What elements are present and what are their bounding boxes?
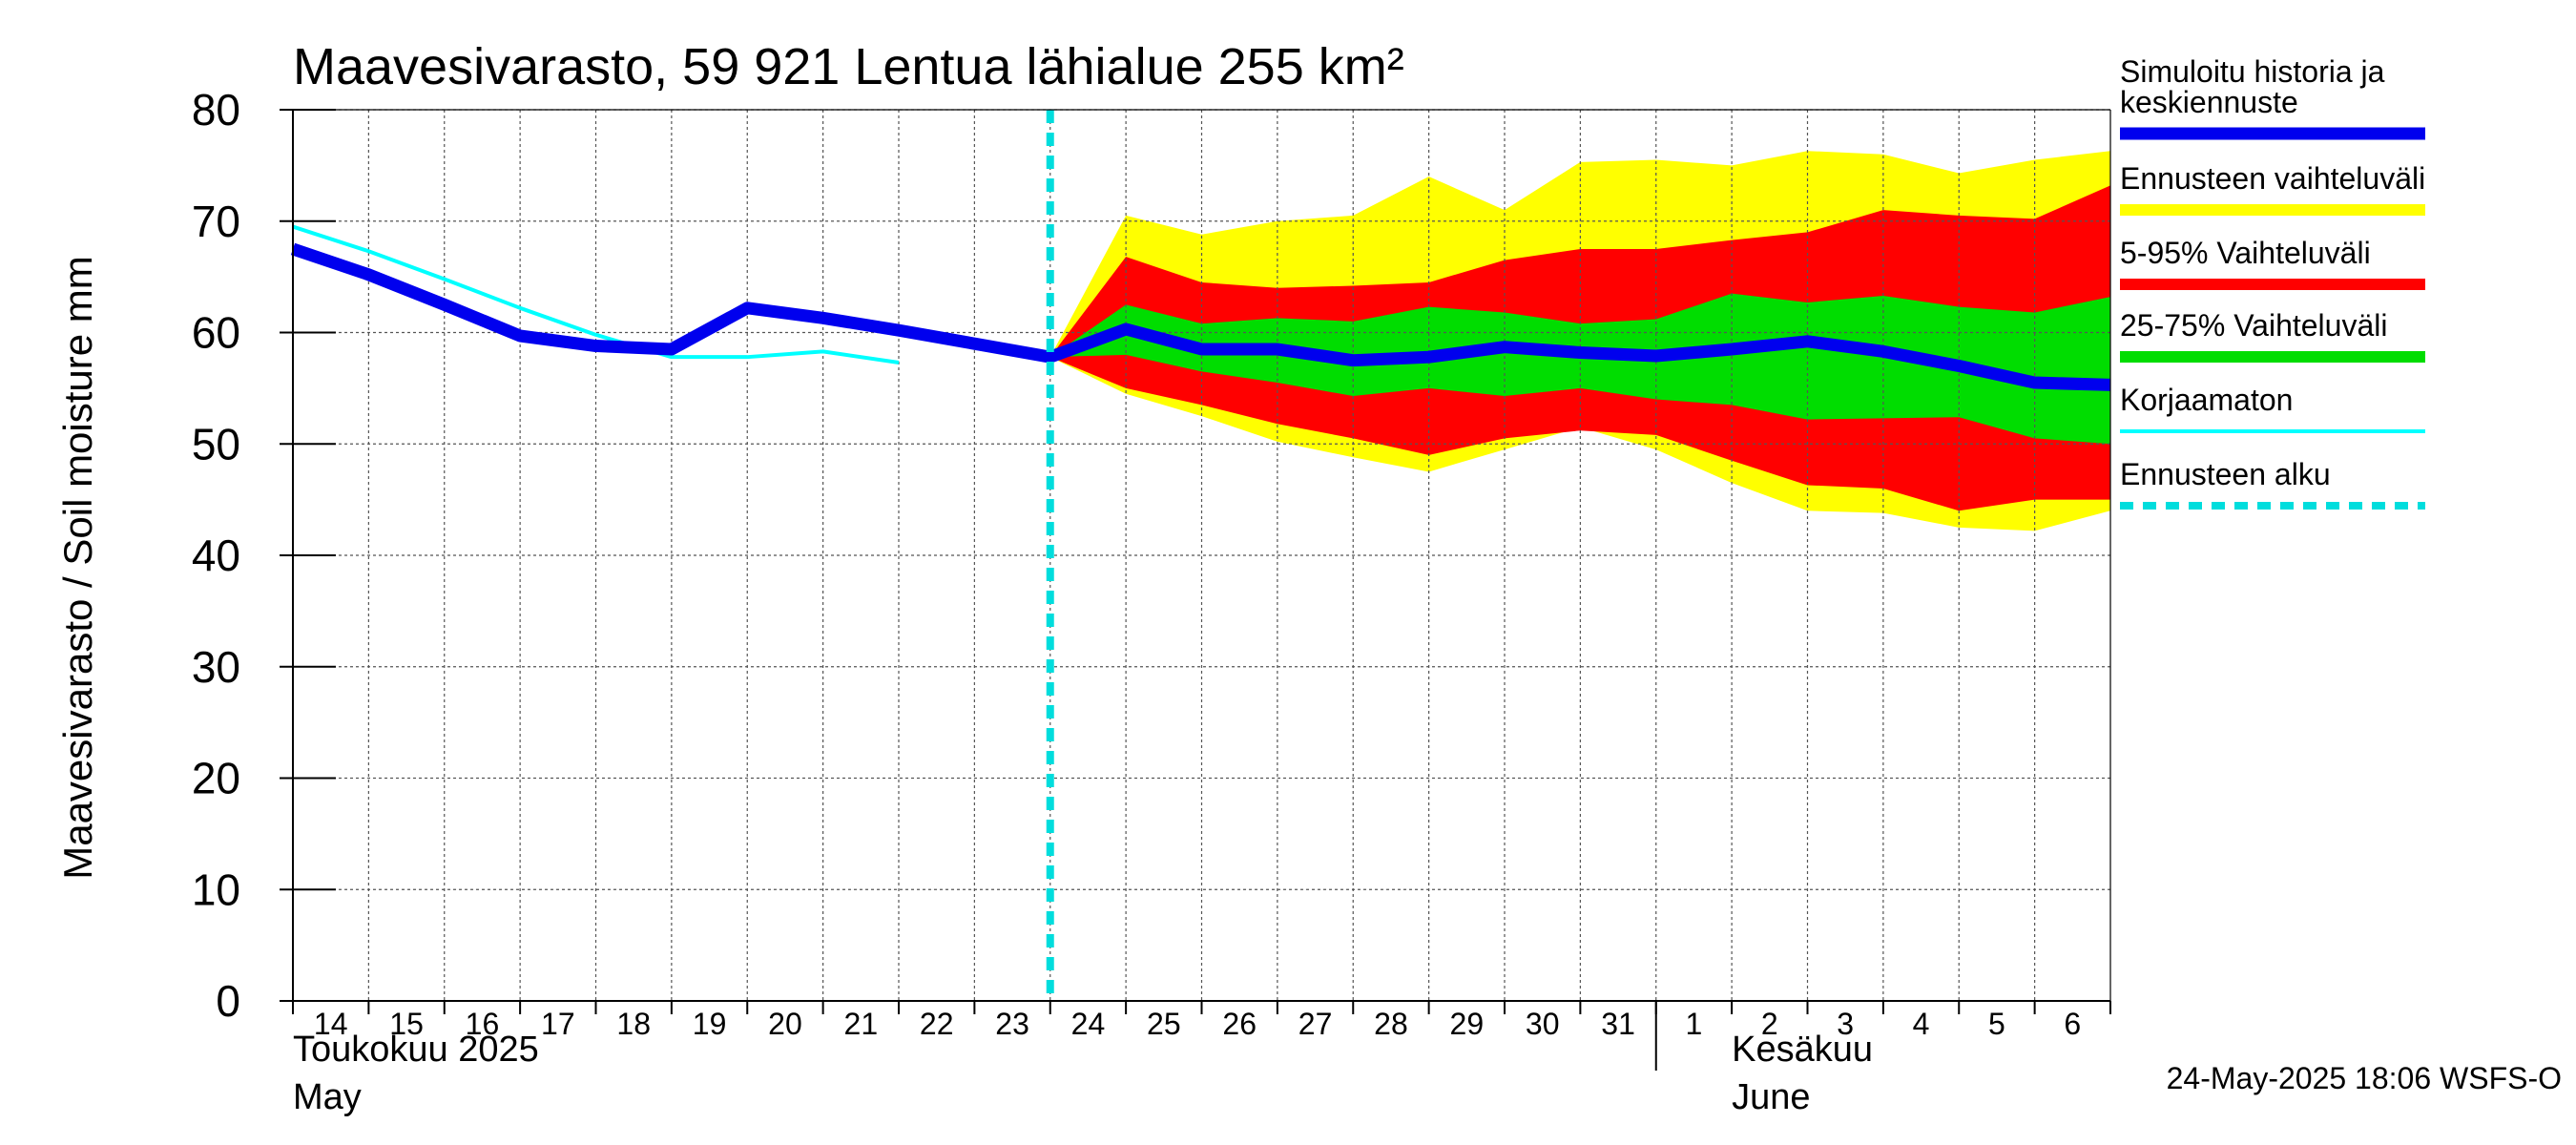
y-tick-label: 60 [192,308,240,358]
x-tick-label: 2 [1761,1007,1778,1041]
x-tick-label: 21 [844,1007,879,1041]
x-tick-label: 16 [466,1007,500,1041]
x-tick-label: 14 [314,1007,348,1041]
month-label-en: May [293,1077,362,1117]
x-tick-label: 28 [1374,1007,1408,1041]
x-tick-label: 4 [1913,1007,1930,1041]
month-label-fi: Toukokuu 2025 [293,1030,539,1070]
series-line-history-forecast [290,242,2111,391]
chart-title: Maavesivarasto, 59 921 Lentua lähialue 2… [293,38,1404,95]
y-tick-label: 70 [192,197,240,246]
legend-label: Ennusteen vaihteluväli [2120,161,2425,196]
legend-label: 5-95% Vaihteluväli [2120,236,2371,270]
y-tick-label: 20 [192,754,240,803]
series-line-korjaamaton [292,224,900,365]
y-tick-label: 30 [192,642,240,692]
month-label-fi: Kesäkuu [1732,1030,1873,1070]
x-tick-label: 23 [995,1007,1029,1041]
y-tick-label: 10 [192,864,240,914]
x-tick-label: 20 [768,1007,802,1041]
x-tick-label: 29 [1450,1007,1485,1041]
x-tick-label: 27 [1298,1007,1333,1041]
month-label-en: June [1732,1077,1810,1117]
x-tick-label: 26 [1222,1007,1257,1041]
x-tick-label: 24 [1071,1007,1106,1041]
legend-label: keskiennuste [2120,85,2298,119]
x-tick-label: 19 [693,1007,727,1041]
y-tick-label: 0 [216,976,240,1026]
x-tick-label: 6 [2064,1007,2081,1041]
x-tick-label: 18 [616,1007,651,1041]
timestamp: 24-May-2025 18:06 WSFS-O [2167,1061,2562,1095]
x-tick-label: 1 [1686,1007,1703,1041]
x-tick-label: 22 [920,1007,954,1041]
y-tick-label: 40 [192,531,240,580]
x-tick-label: 5 [1988,1007,2005,1041]
y-tick-label: 50 [192,419,240,468]
x-tick-label: 25 [1147,1007,1181,1041]
legend-label: Ennusteen alku [2120,457,2331,491]
y-axis-label: Maavesivarasto / Soil moisture mm [55,256,100,880]
x-tick-label: 31 [1601,1007,1635,1041]
y-tick-label: 80 [192,85,240,135]
legend-label: Simuloitu historia ja [2120,54,2385,89]
series-lines [290,110,2111,1001]
x-tick-label: 15 [389,1007,424,1041]
legend-label: 25-75% Vaihteluväli [2120,308,2387,343]
x-tick-label: 17 [541,1007,575,1041]
x-tick-label: 3 [1837,1007,1854,1041]
legend-label: Korjaamaton [2120,383,2293,417]
x-tick-label: 30 [1526,1007,1560,1041]
